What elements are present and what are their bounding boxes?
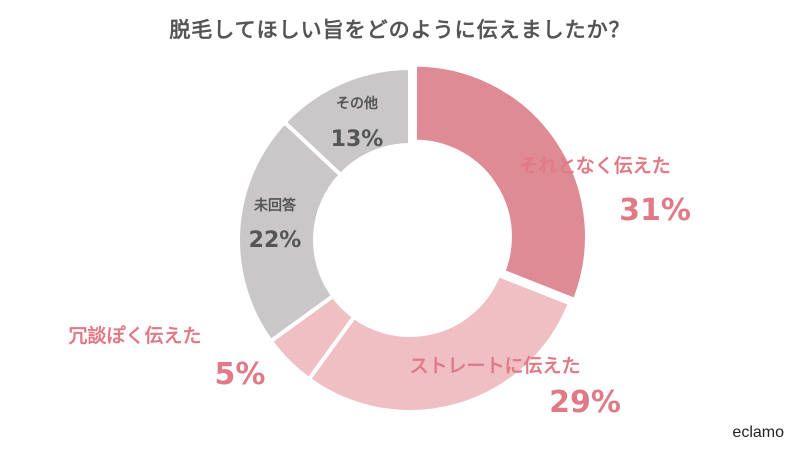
chart-title: 脱毛してほしい旨をどのように伝えましたか？ bbox=[169, 18, 631, 42]
value-label: 22% bbox=[249, 228, 302, 253]
value-label: 5% bbox=[215, 357, 266, 392]
value-label: 31% bbox=[619, 193, 691, 228]
category-label: 冗談ぽく伝えた bbox=[68, 324, 201, 347]
category-label: それとなく伝えた bbox=[519, 155, 670, 177]
category-label: ストレートに伝えた bbox=[409, 355, 580, 377]
category-label: その他 bbox=[336, 95, 378, 112]
value-label: 29% bbox=[549, 385, 621, 420]
donut-slice-2 bbox=[306, 272, 572, 414]
donut-slice-5 bbox=[282, 66, 412, 177]
donut-slice-1 bbox=[412, 62, 589, 302]
value-label: 13% bbox=[331, 127, 384, 152]
category-label: 未回答 bbox=[254, 197, 297, 214]
donut-slice-4 bbox=[236, 120, 343, 344]
brand-logo-text: eclamo bbox=[732, 424, 784, 441]
